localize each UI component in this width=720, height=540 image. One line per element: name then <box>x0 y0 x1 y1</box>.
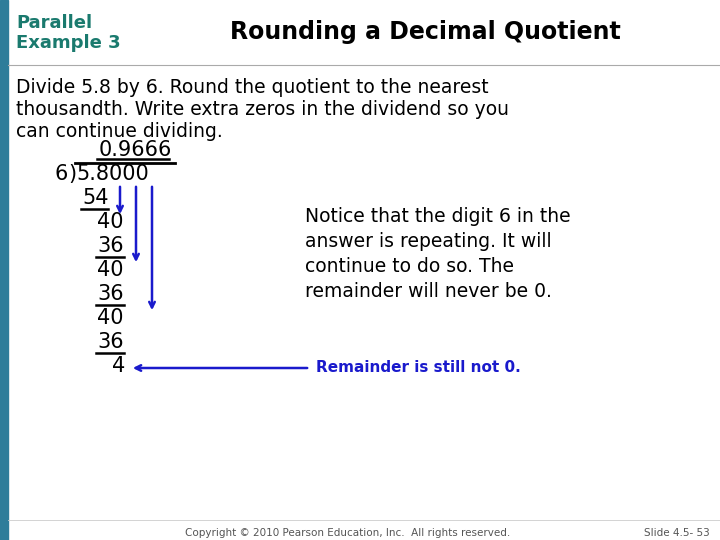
Text: Divide 5.8 by 6. Round the quotient to the nearest: Divide 5.8 by 6. Round the quotient to t… <box>16 78 489 97</box>
Text: ): ) <box>68 164 76 184</box>
Text: 40: 40 <box>97 260 124 280</box>
Text: Parallel: Parallel <box>16 14 92 32</box>
Text: 4: 4 <box>112 356 125 376</box>
Text: 36: 36 <box>97 332 124 352</box>
Text: Example 3: Example 3 <box>16 34 121 52</box>
Text: Slide 4.5- 53: Slide 4.5- 53 <box>644 528 710 538</box>
Text: 40: 40 <box>97 212 124 232</box>
Text: 54: 54 <box>82 188 109 208</box>
Text: can continue dividing.: can continue dividing. <box>16 122 222 141</box>
Text: 5.8000: 5.8000 <box>76 164 149 184</box>
Text: Rounding a Decimal Quotient: Rounding a Decimal Quotient <box>230 20 621 44</box>
Text: 36: 36 <box>97 236 124 256</box>
Bar <box>0 0 8 540</box>
Text: Copyright © 2010 Pearson Education, Inc.  All rights reserved.: Copyright © 2010 Pearson Education, Inc.… <box>185 528 510 538</box>
Text: remainder will never be 0.: remainder will never be 0. <box>305 282 552 301</box>
Text: 0.9666: 0.9666 <box>99 140 172 160</box>
Text: Notice that the digit 6 in the: Notice that the digit 6 in the <box>305 207 571 226</box>
Text: 36: 36 <box>97 284 124 304</box>
Text: 40: 40 <box>97 308 124 328</box>
Text: thousandth. Write extra zeros in the dividend so you: thousandth. Write extra zeros in the div… <box>16 100 509 119</box>
Text: 6: 6 <box>55 164 68 184</box>
Text: continue to do so. The: continue to do so. The <box>305 257 514 276</box>
Text: answer is repeating. It will: answer is repeating. It will <box>305 232 552 251</box>
Text: Remainder is still not 0.: Remainder is still not 0. <box>316 361 521 375</box>
